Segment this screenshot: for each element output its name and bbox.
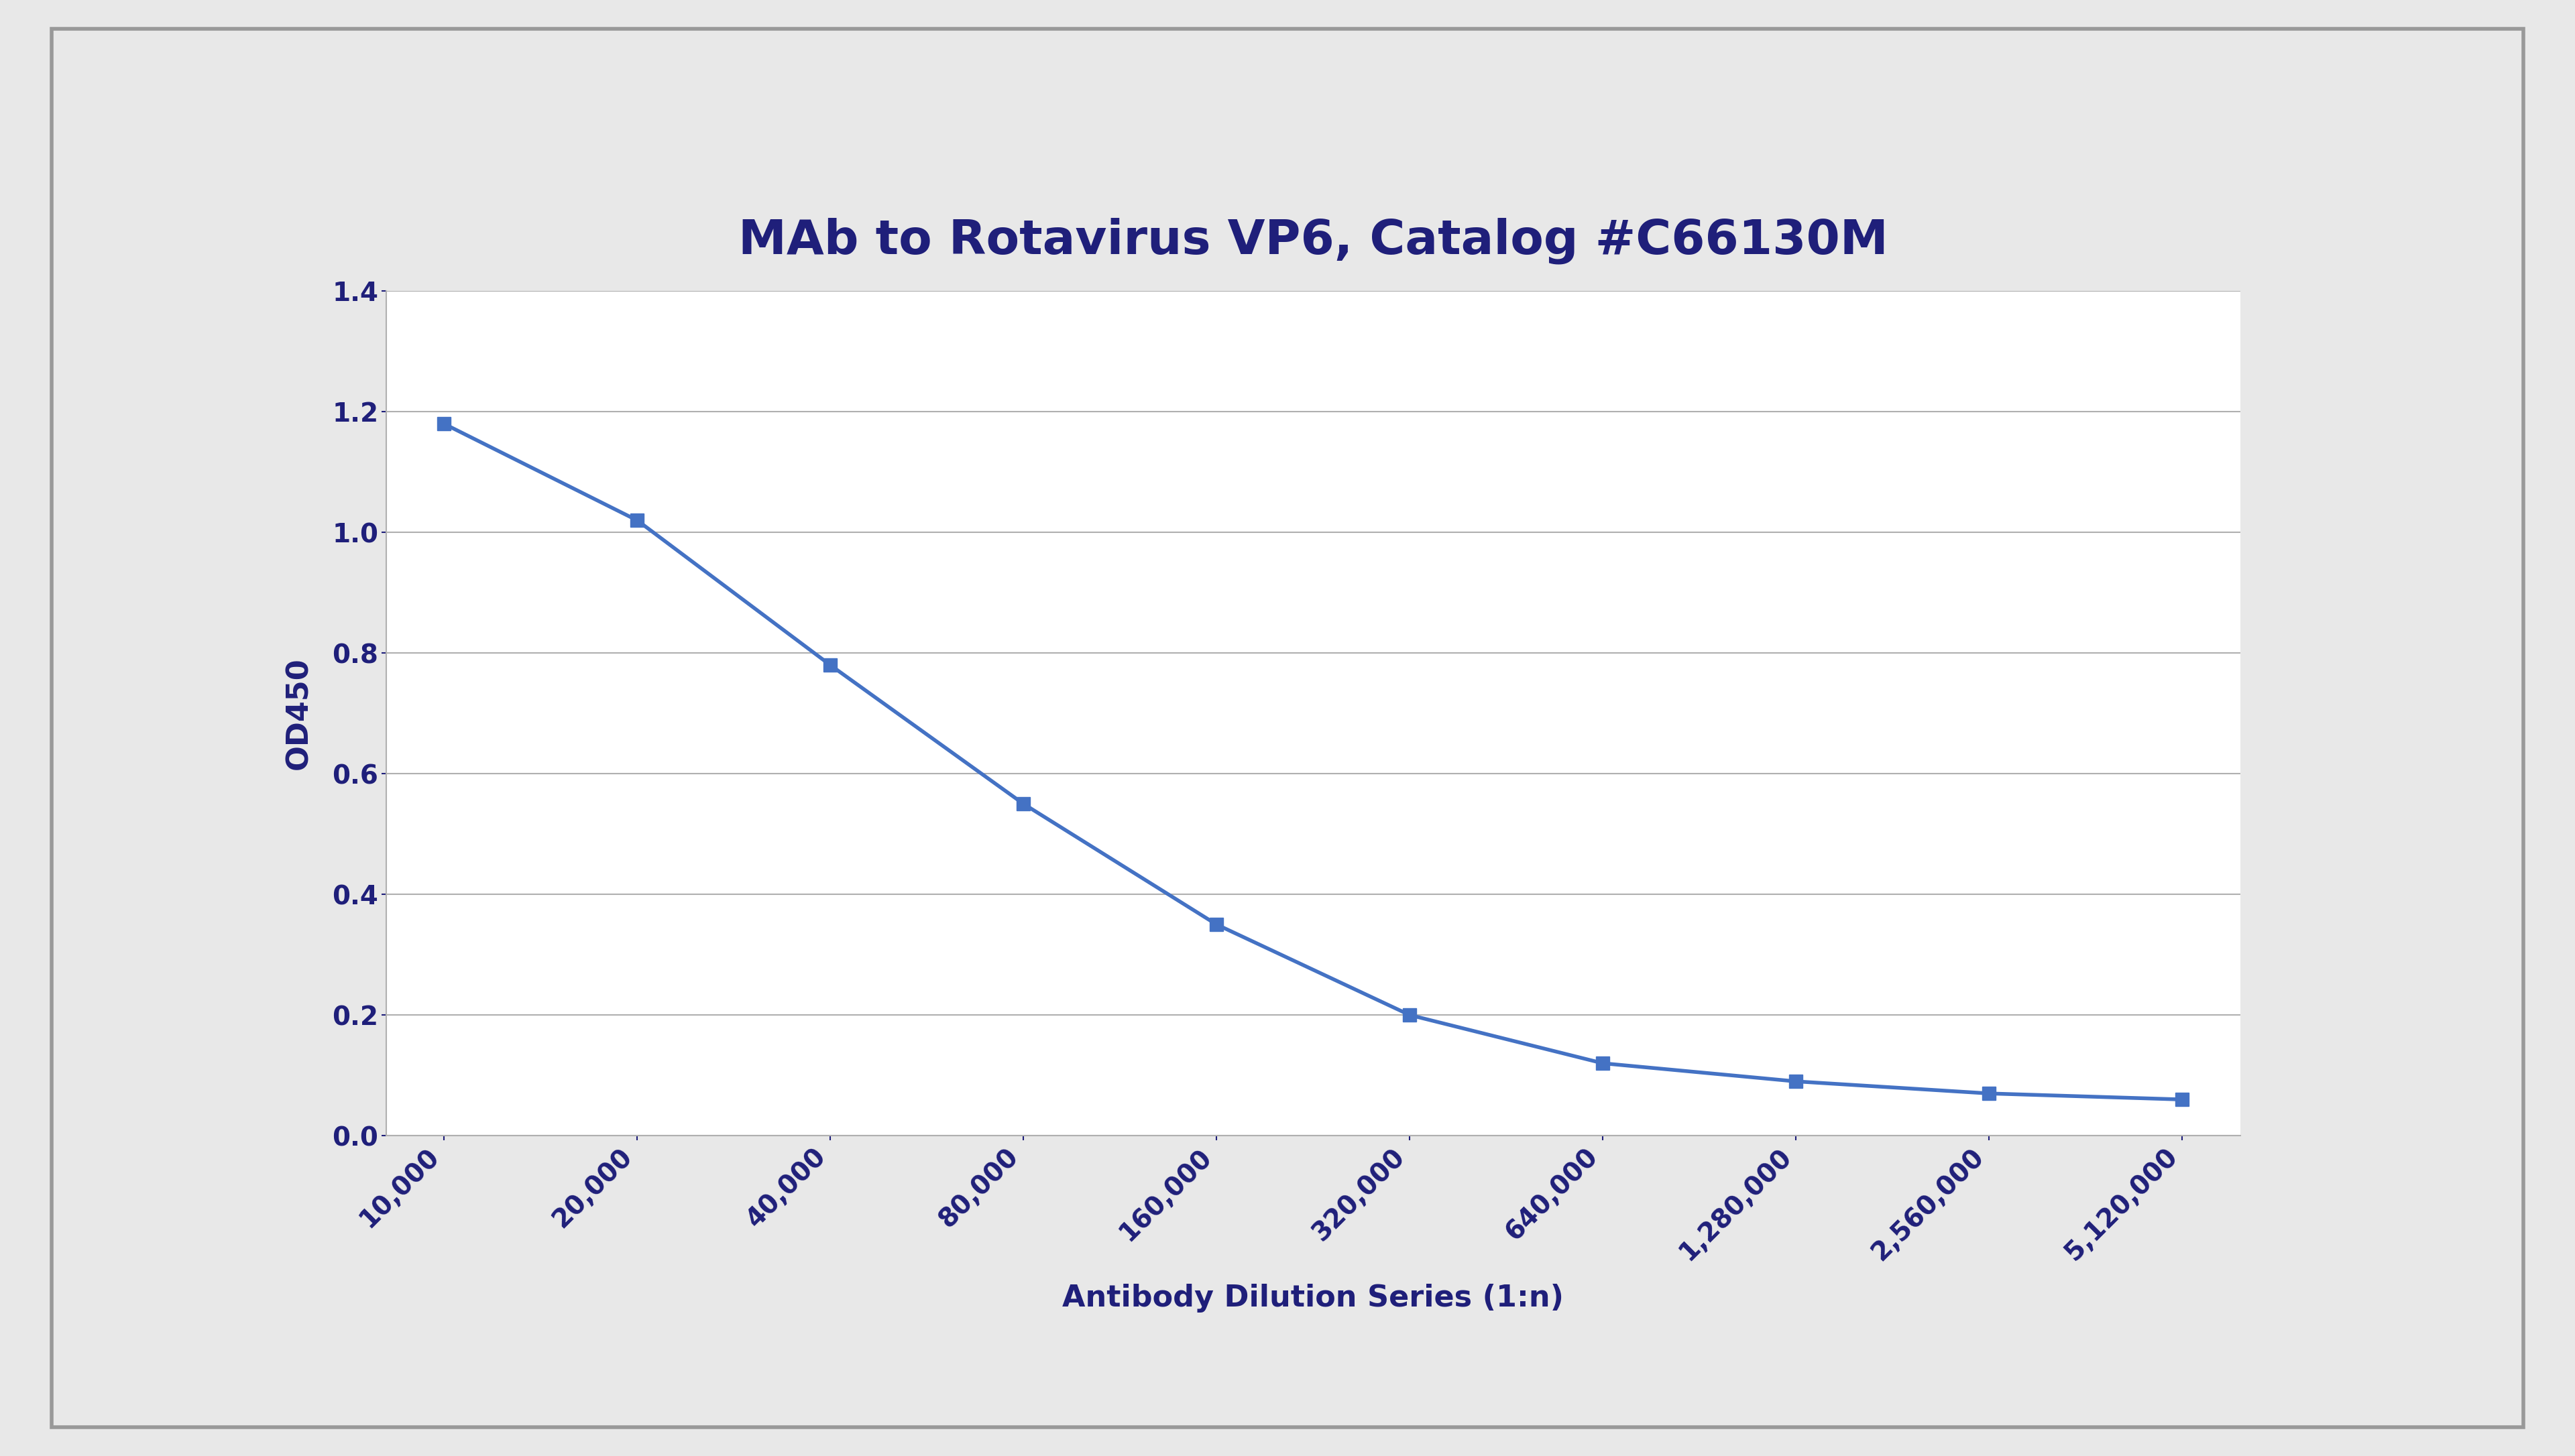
Title: MAb to Rotavirus VP6, Catalog #C66130M: MAb to Rotavirus VP6, Catalog #C66130M	[739, 218, 1887, 265]
X-axis label: Antibody Dilution Series (1:n): Antibody Dilution Series (1:n)	[1063, 1284, 1563, 1313]
Y-axis label: OD450: OD450	[283, 657, 314, 770]
